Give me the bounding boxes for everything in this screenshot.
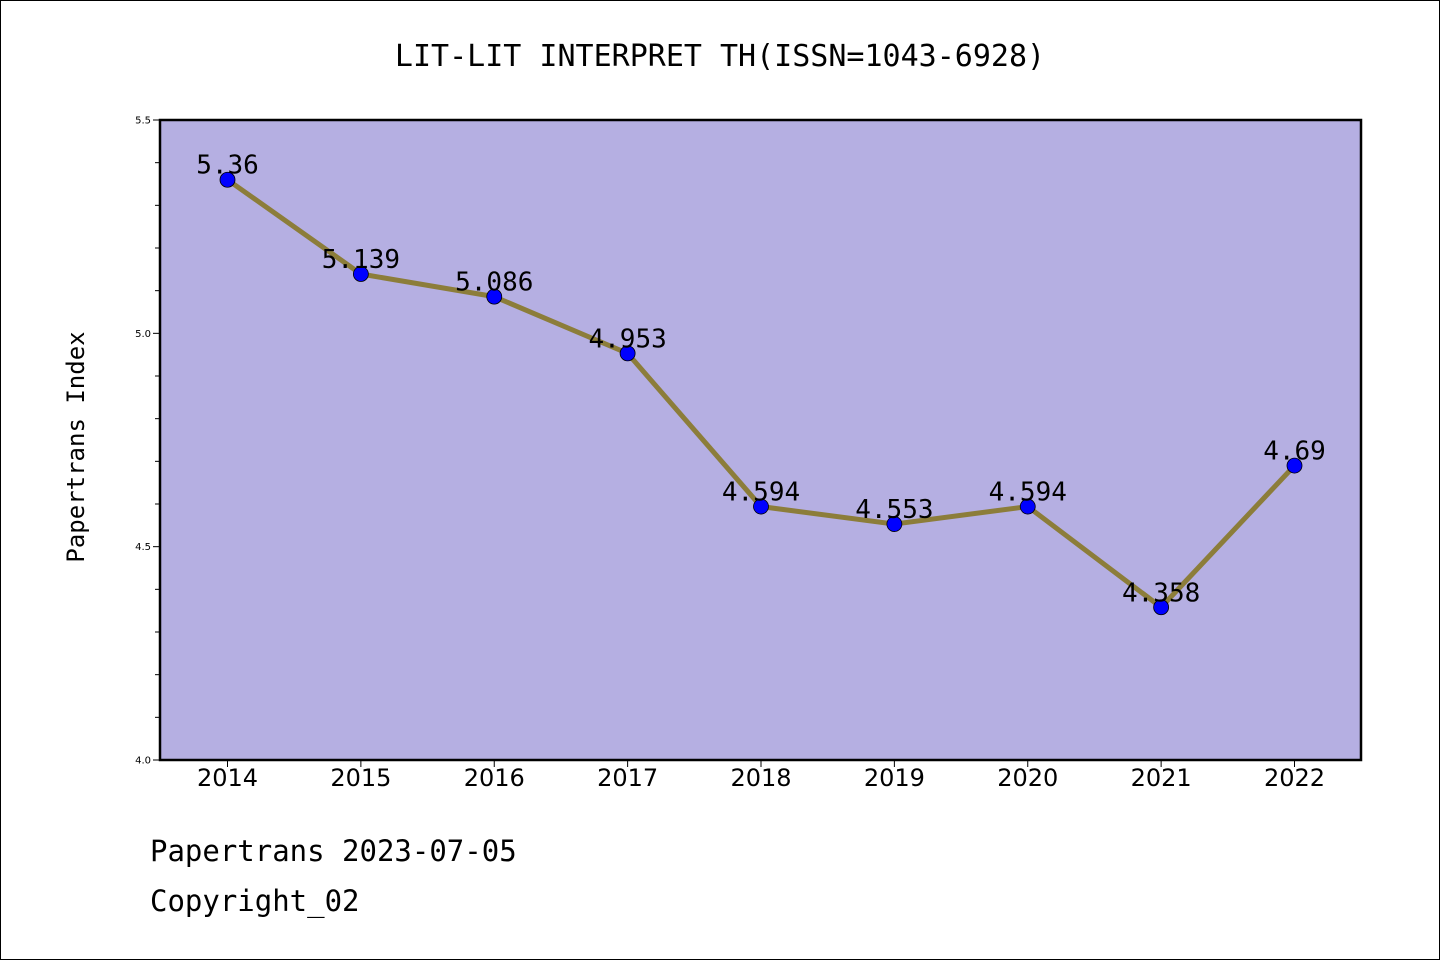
x-tick-label: 2019 [864,764,925,792]
data-label: 4.553 [855,495,933,525]
x-tick-label: 2022 [1264,764,1325,792]
data-label: 5.086 [455,268,533,298]
data-point-marker [219,171,236,188]
data-label: 5.36 [196,151,259,181]
data-labels: 5.36 5.139 5.086 4.953 4.594 4.553 4.594 4.358 4… [196,151,1326,609]
y-tick-label: 4.5 [135,542,151,553]
x-tick-label: 2021 [1131,764,1192,792]
data-point-marker [1286,457,1303,474]
data-point-marker [753,498,769,515]
data-label: 4.69 [1263,437,1326,467]
data-label: 4.594 [989,478,1067,508]
data-label: 4.594 [722,478,800,508]
plot-area [158,118,1363,762]
y-axis-label: Papertrans Index [62,331,90,562]
footer-copyright: Copyright_02 [150,884,360,918]
data-point-marker [1019,498,1036,515]
footer-date: Papertrans 2023-07-05 [150,834,517,868]
x-tick-label: 2017 [597,764,658,792]
data-point-marker [1153,599,1170,616]
data-point-marker [886,516,903,532]
x-tick-label: 2016 [464,764,525,792]
chart-title: LIT-LIT INTERPRET TH(ISSN=1043-6928) [395,39,1045,74]
x-tick-label: 2015 [330,764,391,792]
data-label: 4.358 [1122,578,1200,608]
y-tick-label: 4.0 [135,756,151,767]
data-label: 4.953 [588,324,666,354]
data-point-marker [486,288,503,305]
series-markers [219,171,1303,616]
x-tick-label: 2018 [730,764,791,792]
x-tick-label: 2020 [997,764,1058,792]
data-point-marker [352,266,369,282]
y-tick-label: 5.5 [135,116,151,127]
x-tick-label: 2014 [197,764,258,792]
y-tick-label: 5.0 [135,329,151,340]
data-point-marker [619,345,636,362]
data-label: 5.139 [322,245,400,275]
axis-ticks: 4.0 4.5 5.0 5.5 2014 2015 2016 2017 2018 2019 2020… [135,116,1325,793]
